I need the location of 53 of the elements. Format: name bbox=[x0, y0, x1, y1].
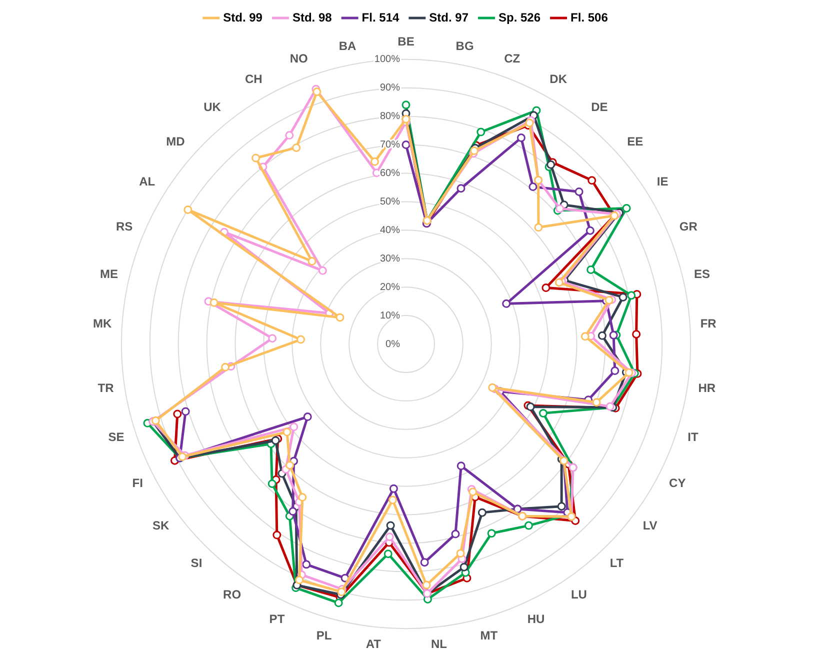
spoke-label: NL bbox=[430, 637, 447, 652]
y-tick-label: 80% bbox=[380, 111, 400, 122]
spoke-label: HR bbox=[698, 380, 716, 395]
y-tick-label: 50% bbox=[380, 196, 400, 208]
legend-label: Std. 97 bbox=[429, 10, 469, 24]
legend-label: Fl. 506 bbox=[570, 10, 608, 24]
spoke-label: FR bbox=[700, 316, 717, 331]
spoke-label: LT bbox=[610, 556, 624, 570]
spoke-label: BE bbox=[398, 34, 414, 49]
spoke-label: CH bbox=[244, 72, 262, 86]
legend-label: Fl. 514 bbox=[362, 10, 400, 24]
spoke-label: IT bbox=[688, 430, 700, 444]
spoke-label: PL bbox=[316, 628, 332, 643]
spoke-label: AT bbox=[366, 637, 382, 652]
y-tick-label: 90% bbox=[380, 82, 400, 94]
spoke-label: SK bbox=[152, 518, 170, 533]
spoke-label: ES bbox=[694, 267, 710, 282]
spoke-label: GR bbox=[679, 219, 698, 234]
spoke-label: ME bbox=[100, 267, 118, 282]
y-tick-label: 60% bbox=[380, 168, 400, 179]
y-tick-label: 40% bbox=[380, 224, 400, 236]
spoke-label: HU bbox=[527, 612, 545, 626]
spoke-label: SE bbox=[108, 430, 124, 444]
y-tick-label: 20% bbox=[380, 282, 400, 293]
legend-label: Std. 99 bbox=[223, 10, 263, 24]
y-tick-label: 0% bbox=[386, 338, 400, 350]
spoke-label: AL bbox=[139, 174, 156, 189]
spoke-label: IE bbox=[656, 174, 668, 189]
spoke-label: SI bbox=[190, 556, 202, 570]
spoke-label: RO bbox=[223, 588, 242, 602]
spoke-label: TR bbox=[98, 380, 114, 395]
spoke-label: NO bbox=[290, 51, 308, 66]
spoke-label: EE bbox=[627, 134, 644, 148]
spoke-label: BA bbox=[338, 38, 357, 53]
spoke-label: LV bbox=[642, 518, 658, 533]
spoke-label: CY bbox=[669, 476, 686, 490]
y-tick-label: 100% bbox=[374, 54, 400, 66]
spoke-label: DK bbox=[550, 72, 568, 86]
y-tick-label: 30% bbox=[380, 253, 400, 264]
spoke-label: DE bbox=[591, 100, 608, 114]
spoke-label: FI bbox=[132, 476, 143, 490]
legend-label: Sp. 526 bbox=[498, 10, 541, 24]
spoke-label: RS bbox=[116, 219, 133, 234]
spoke-label: CZ bbox=[504, 51, 520, 66]
legend-label: Std. 98 bbox=[292, 10, 332, 24]
y-tick-label: 10% bbox=[380, 310, 400, 322]
spoke-label: MT bbox=[480, 628, 498, 643]
spoke-label: BG bbox=[456, 38, 474, 53]
spoke-label: UK bbox=[204, 100, 222, 114]
spoke-label: MK bbox=[92, 316, 112, 331]
spoke-label: MD bbox=[166, 134, 186, 148]
spoke-label: LU bbox=[570, 588, 587, 602]
spoke-label: PT bbox=[269, 612, 286, 626]
